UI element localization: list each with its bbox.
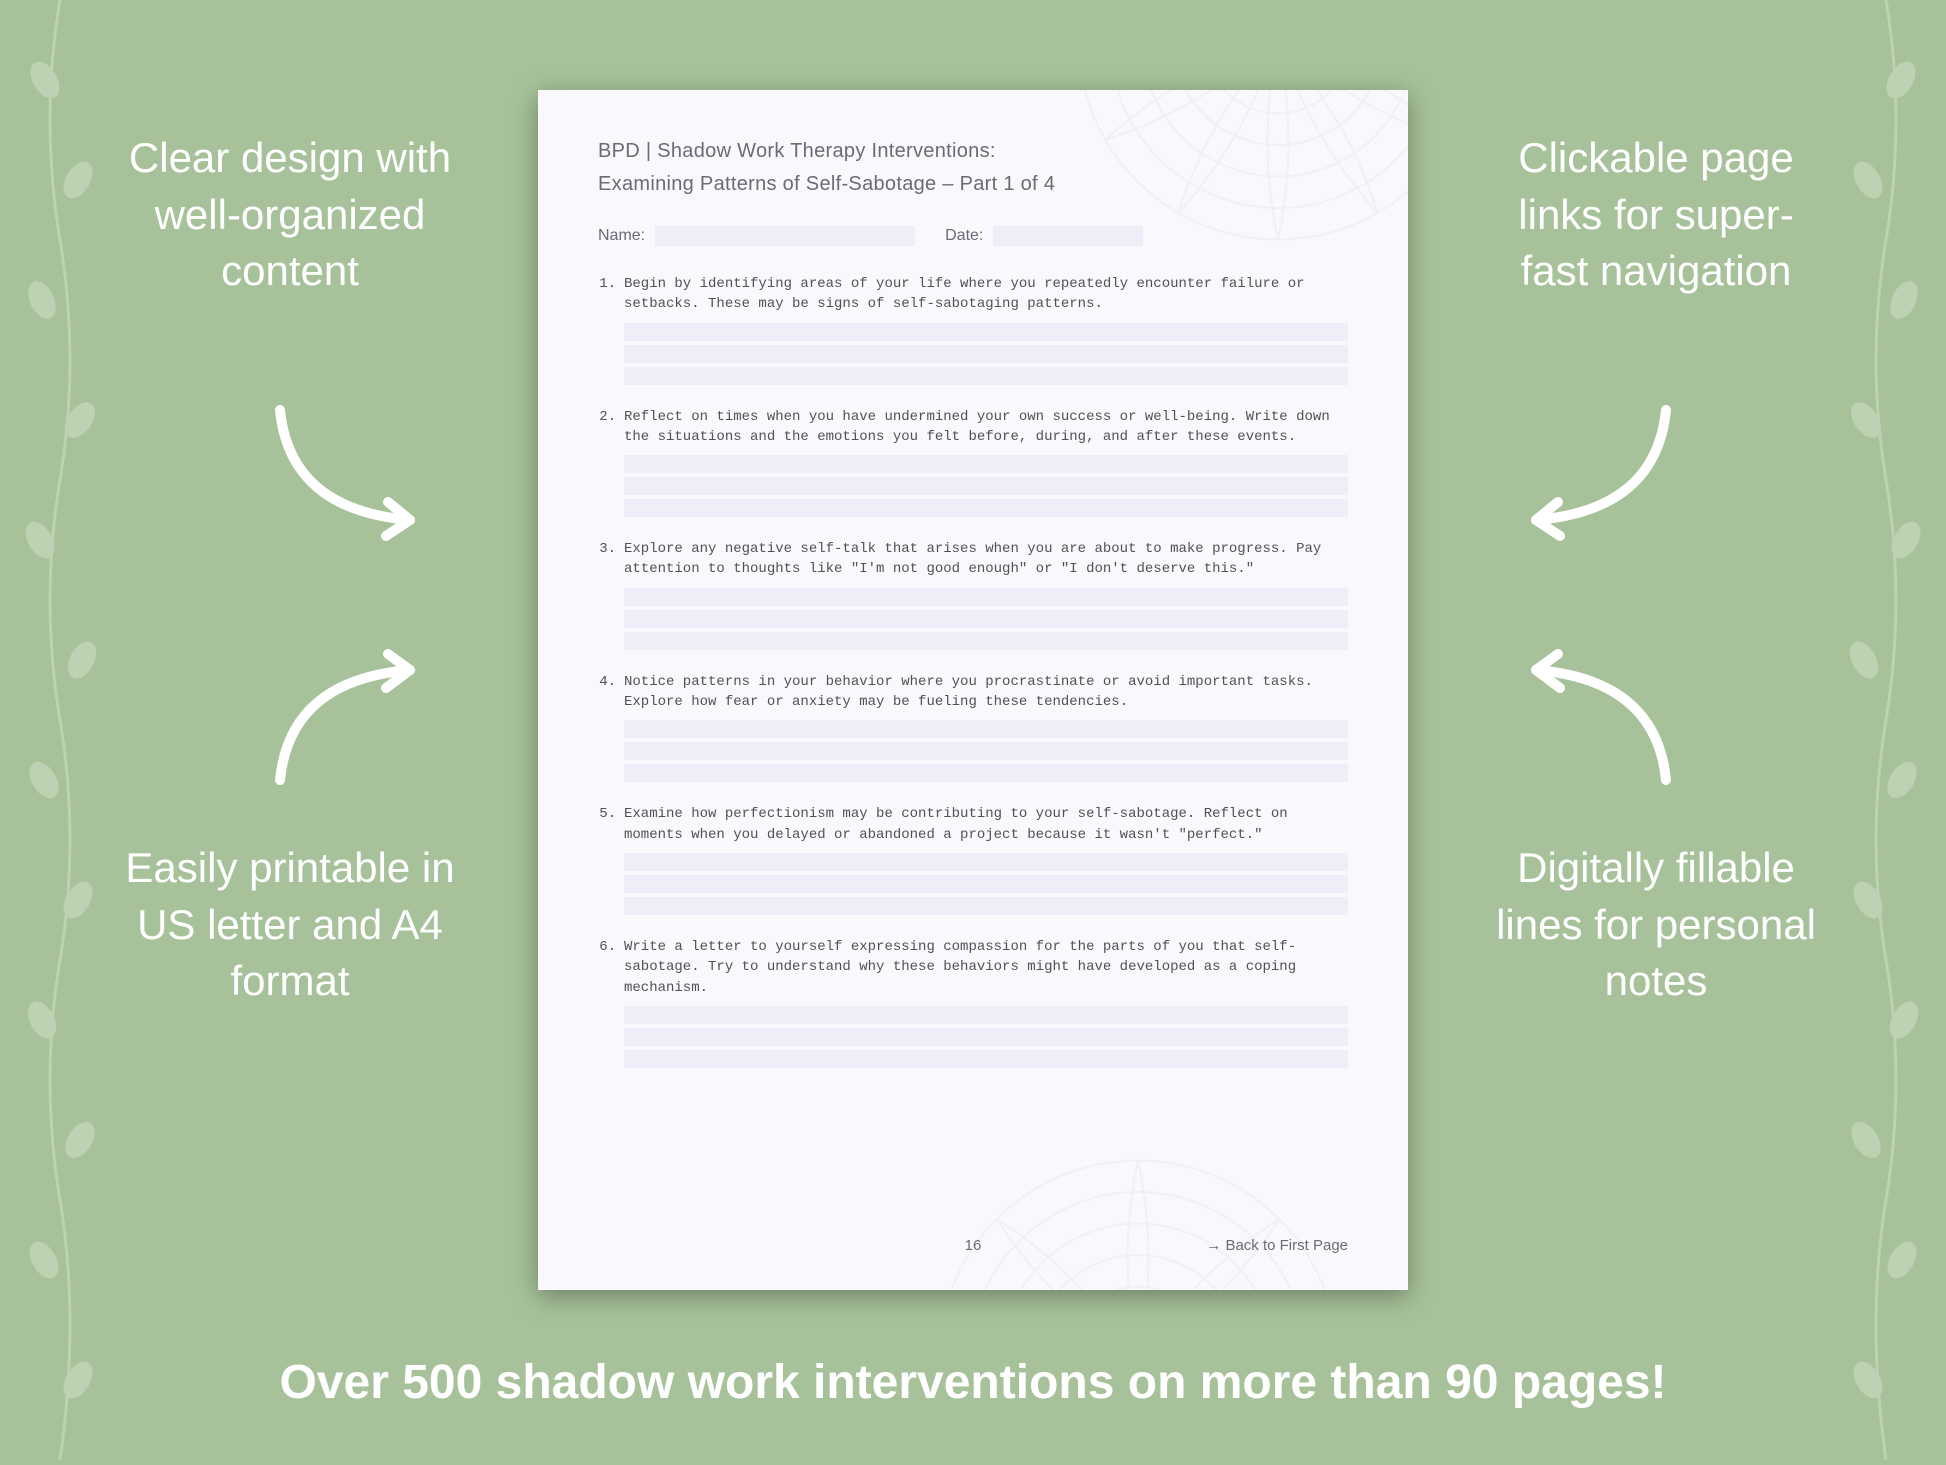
answer-line[interactable] [624, 477, 1348, 495]
question-item: 6.Write a letter to yourself expressing … [598, 937, 1348, 1068]
answer-lines[interactable] [624, 455, 1348, 517]
page-number: 16 [598, 1237, 1348, 1254]
arrow-top-left-icon [260, 390, 440, 550]
page-footer: 16 → Back to First Page [598, 1237, 1348, 1254]
answer-line[interactable] [624, 1006, 1348, 1024]
question-number: 2. [598, 407, 616, 448]
answer-line[interactable] [624, 499, 1348, 517]
answer-line[interactable] [624, 588, 1348, 606]
questions-list: 1.Begin by identifying areas of your lif… [598, 274, 1348, 1068]
date-field[interactable] [993, 226, 1143, 246]
question-item: 5.Examine how perfectionism may be contr… [598, 804, 1348, 915]
worksheet-title: BPD | Shadow Work Therapy Interventions: [598, 140, 1348, 163]
callout-top-right: Clickable page links for super-fast navi… [1486, 130, 1826, 300]
answer-lines[interactable] [624, 588, 1348, 650]
answer-line[interactable] [624, 455, 1348, 473]
answer-line[interactable] [624, 610, 1348, 628]
answer-line[interactable] [624, 1028, 1348, 1046]
answer-line[interactable] [624, 853, 1348, 871]
answer-line[interactable] [624, 632, 1348, 650]
question-text: Reflect on times when you have undermine… [624, 407, 1348, 448]
bottom-banner: Over 500 shadow work interventions on mo… [0, 1355, 1946, 1410]
mandala-decorative-bottom-icon [928, 1150, 1348, 1290]
answer-line[interactable] [624, 764, 1348, 782]
infographic-canvas: Clear design with well-organized content… [0, 0, 1946, 1460]
worksheet-meta-row: Name: Date: [598, 226, 1348, 246]
question-number: 1. [598, 274, 616, 315]
answer-lines[interactable] [624, 853, 1348, 915]
answer-line[interactable] [624, 720, 1348, 738]
question-text: Examine how perfectionism may be contrib… [624, 804, 1348, 845]
answer-lines[interactable] [624, 323, 1348, 385]
question-number: 3. [598, 539, 616, 580]
decorative-vine-right [1826, 0, 1946, 1460]
question-number: 6. [598, 937, 616, 998]
arrow-bottom-left-icon [260, 640, 440, 800]
question-text: Notice patterns in your behavior where y… [624, 672, 1348, 713]
answer-lines[interactable] [624, 720, 1348, 782]
callout-bottom-right: Digitally fillable lines for personal no… [1486, 840, 1826, 1010]
answer-line[interactable] [624, 1050, 1348, 1068]
name-label: Name: [598, 227, 645, 245]
question-item: 3.Explore any negative self-talk that ar… [598, 539, 1348, 650]
answer-lines[interactable] [624, 1006, 1348, 1068]
question-item: 4.Notice patterns in your behavior where… [598, 672, 1348, 783]
question-item: 2.Reflect on times when you have undermi… [598, 407, 1348, 518]
date-label: Date: [945, 227, 983, 245]
question-number: 4. [598, 672, 616, 713]
arrow-top-right-icon [1506, 390, 1686, 550]
callout-top-left: Clear design with well-organized content [120, 130, 460, 300]
question-text: Explore any negative self-talk that aris… [624, 539, 1348, 580]
question-text: Begin by identifying areas of your life … [624, 274, 1348, 315]
answer-line[interactable] [624, 323, 1348, 341]
answer-line[interactable] [624, 367, 1348, 385]
decorative-vine-left [0, 0, 120, 1460]
question-item: 1.Begin by identifying areas of your lif… [598, 274, 1348, 385]
callout-bottom-left: Easily printable in US letter and A4 for… [120, 840, 460, 1010]
answer-line[interactable] [624, 875, 1348, 893]
answer-line[interactable] [624, 345, 1348, 363]
answer-line[interactable] [624, 742, 1348, 760]
worksheet-page: BPD | Shadow Work Therapy Interventions:… [538, 90, 1408, 1290]
name-field[interactable] [655, 226, 915, 246]
worksheet-subtitle: Examining Patterns of Self-Sabotage – Pa… [598, 173, 1348, 196]
arrow-bottom-right-icon [1506, 640, 1686, 800]
answer-line[interactable] [624, 897, 1348, 915]
question-text: Write a letter to yourself expressing co… [624, 937, 1348, 998]
question-number: 5. [598, 804, 616, 845]
